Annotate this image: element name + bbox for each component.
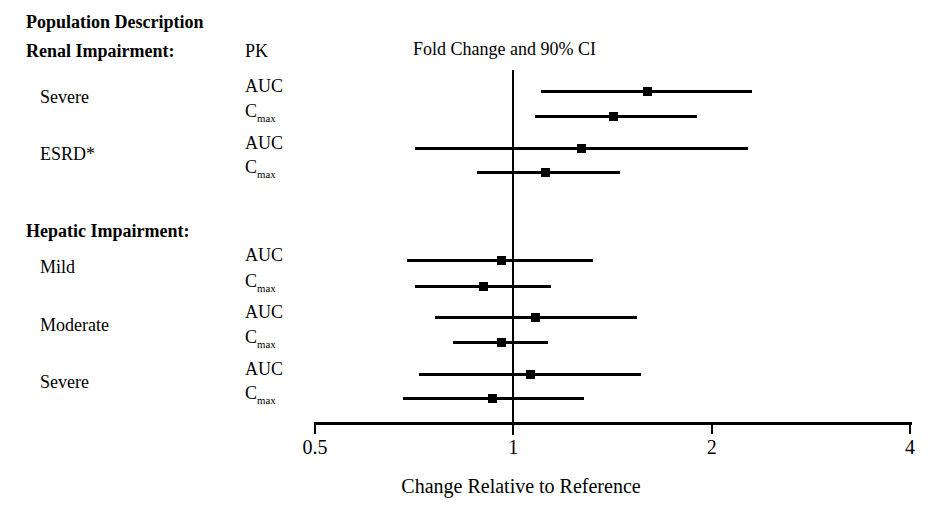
point-estimate-marker bbox=[643, 87, 652, 96]
population-label: Severe bbox=[40, 88, 89, 108]
pk-subscript: max bbox=[257, 112, 276, 124]
point-estimate-marker bbox=[609, 112, 618, 121]
x-axis-tick-label: 0.5 bbox=[303, 436, 328, 459]
point-estimate-marker bbox=[526, 370, 535, 379]
point-estimate-marker bbox=[488, 394, 497, 403]
forest-plot-figure: Population Description Renal Impairment:… bbox=[0, 0, 946, 513]
page-title: Population Description bbox=[26, 13, 204, 33]
point-estimate-marker bbox=[577, 144, 586, 153]
pk-parameter-label: Cmax bbox=[245, 158, 276, 178]
pk-subscript: max bbox=[257, 394, 276, 406]
pk-parameter-label: AUC bbox=[245, 246, 283, 266]
group-heading-renal: Renal Impairment: bbox=[26, 42, 174, 62]
x-axis-tick-label: 4 bbox=[905, 436, 915, 459]
population-label: Moderate bbox=[40, 316, 109, 336]
point-estimate-marker bbox=[531, 313, 540, 322]
plot-column-header: Fold Change and 90% CI bbox=[413, 40, 596, 60]
pk-parameter-label: AUC bbox=[245, 77, 283, 97]
x-axis-tick bbox=[711, 422, 713, 434]
pk-parameter-label: Cmax bbox=[245, 384, 276, 404]
population-label: Mild bbox=[40, 258, 75, 278]
point-estimate-marker bbox=[479, 282, 488, 291]
pk-parameter-label: Cmax bbox=[245, 328, 276, 348]
pk-parameter-label: Cmax bbox=[245, 272, 276, 292]
pk-parameter-label: Cmax bbox=[245, 102, 276, 122]
x-axis-tick-label: 1 bbox=[508, 436, 518, 459]
reference-line bbox=[512, 70, 514, 435]
pk-parameter-label: AUC bbox=[245, 134, 283, 154]
point-estimate-marker bbox=[497, 338, 506, 347]
pk-subscript: max bbox=[257, 338, 276, 350]
x-axis-tick-label: 2 bbox=[707, 436, 717, 459]
pk-subscript: max bbox=[257, 168, 276, 180]
population-label: Severe bbox=[40, 373, 89, 393]
x-axis-label: Change Relative to Reference bbox=[401, 475, 640, 497]
population-label: ESRD* bbox=[40, 145, 95, 165]
x-axis-line bbox=[314, 422, 912, 425]
pk-parameter-label: AUC bbox=[245, 360, 283, 380]
pk-column-header: PK bbox=[245, 42, 268, 62]
x-axis-tick bbox=[909, 422, 911, 434]
point-estimate-marker bbox=[541, 168, 550, 177]
pk-subscript: max bbox=[257, 282, 276, 294]
point-estimate-marker bbox=[497, 256, 506, 265]
group-heading-hepatic: Hepatic Impairment: bbox=[26, 222, 189, 242]
pk-parameter-label: AUC bbox=[245, 303, 283, 323]
x-axis-tick bbox=[314, 422, 316, 434]
